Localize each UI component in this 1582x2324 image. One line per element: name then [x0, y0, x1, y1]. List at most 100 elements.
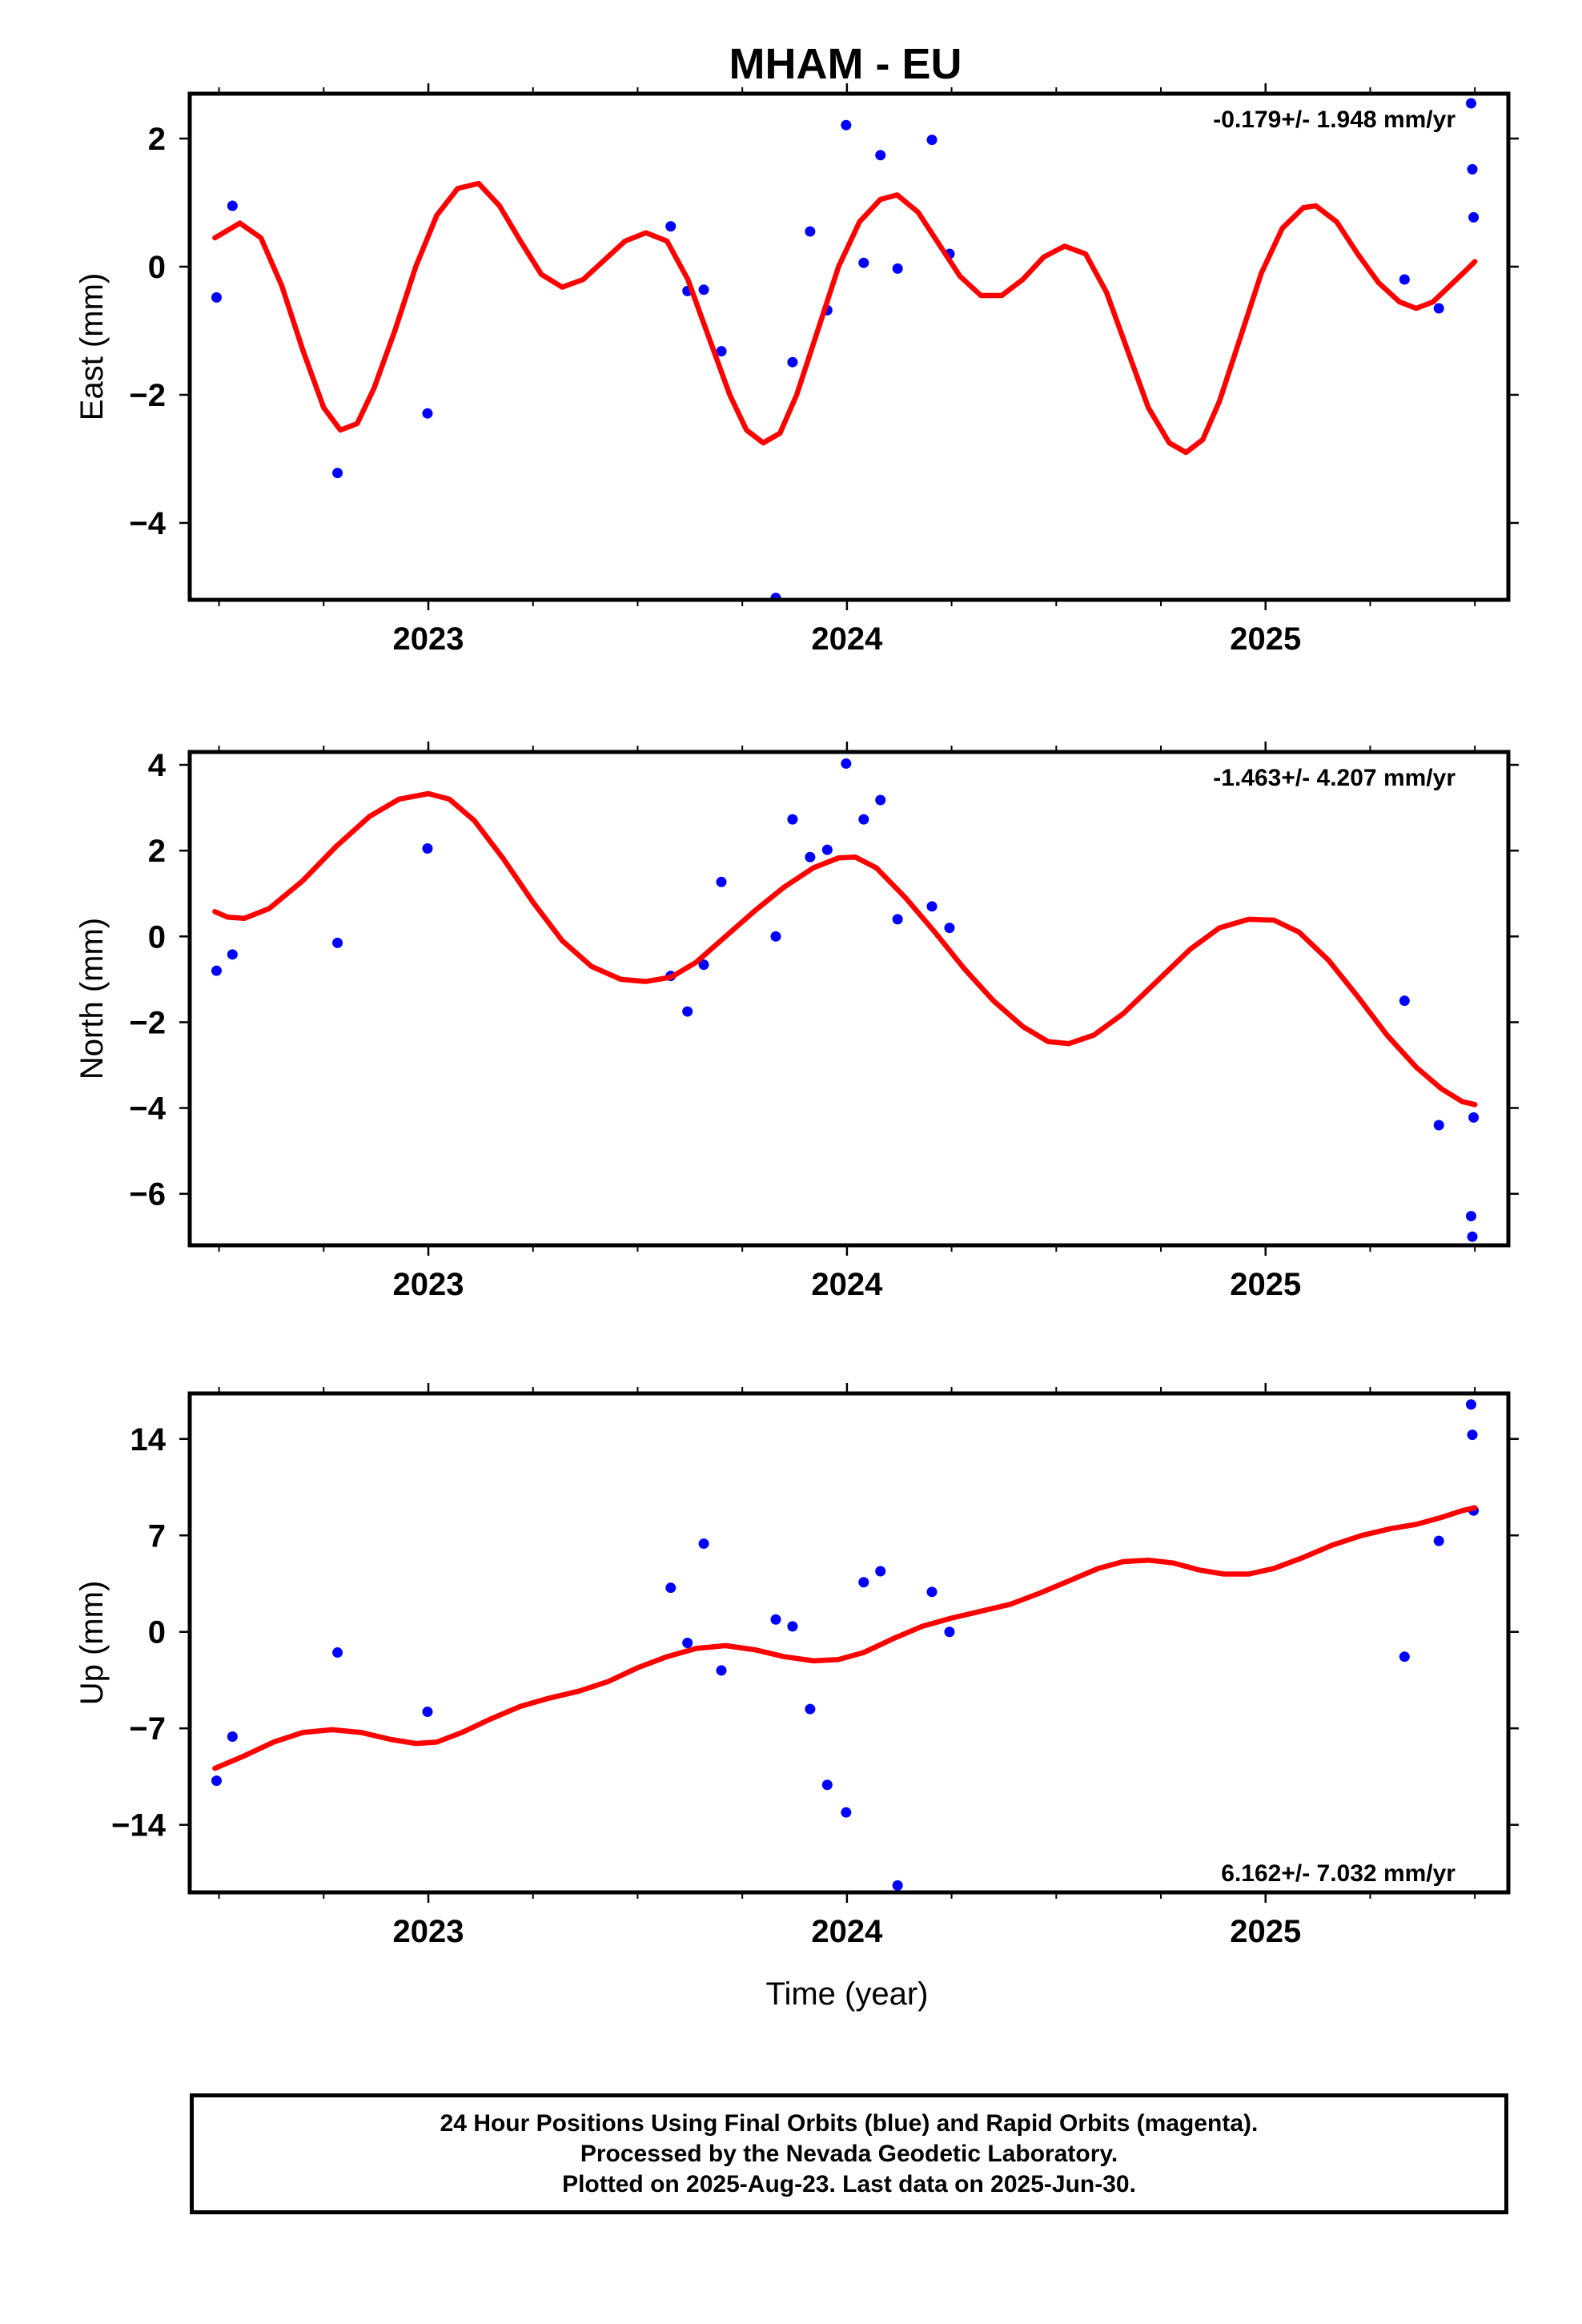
rate-label: 6.162+/- 7.032 mm/yr — [1221, 1860, 1456, 1887]
data-point — [821, 844, 833, 855]
data-point — [665, 1582, 677, 1594]
data-point — [1468, 211, 1480, 223]
y-axis-title: East (mm) — [74, 273, 110, 420]
data-point — [821, 1779, 833, 1791]
data-point — [892, 1880, 903, 1891]
data-point — [332, 468, 343, 479]
data-point — [682, 1006, 693, 1017]
data-point — [926, 135, 938, 146]
panel-north: 2023 2024 2025 4 2 0 −2 −4 −6 North (mm) -1.463+/-… — [74, 742, 1519, 1302]
x-tick-label: 2025 — [1230, 1914, 1301, 1949]
x-axis-title: Time (year) — [766, 1976, 929, 2012]
caption-line-2: Processed by the Nevada Geodetic Laborat… — [580, 2140, 1118, 2167]
x-tick-label: 2024 — [811, 621, 883, 657]
x-tick-label: 2025 — [1230, 1267, 1301, 1302]
data-point — [332, 1647, 343, 1659]
data-point — [1467, 163, 1478, 175]
y-axis-title: North (mm) — [74, 918, 110, 1080]
data-point — [841, 1807, 852, 1818]
y-tick-label: −2 — [129, 1005, 166, 1040]
data-point — [787, 356, 798, 368]
data-point — [805, 226, 816, 237]
y-tick-label: 14 — [130, 1422, 167, 1458]
data-point — [858, 814, 869, 825]
data-point — [841, 758, 852, 769]
x-tick-label: 2023 — [393, 621, 464, 657]
data-point — [332, 937, 343, 948]
data-point — [770, 1614, 781, 1625]
plot-frame — [187, 91, 1511, 602]
data-point — [422, 408, 433, 419]
data-points — [211, 98, 1480, 600]
data-point — [805, 851, 816, 862]
y-axis-title: Up (mm) — [74, 1581, 110, 1706]
data-point — [1433, 1535, 1444, 1546]
data-point — [682, 1638, 693, 1648]
y-tick-label: 0 — [148, 250, 166, 285]
data-point — [770, 931, 781, 942]
x-tick-label: 2024 — [811, 1267, 883, 1302]
data-point — [211, 1775, 222, 1787]
data-point — [875, 150, 886, 161]
data-point — [1468, 1112, 1480, 1123]
data-point — [858, 257, 869, 268]
fit-curve — [212, 1505, 1478, 1771]
data-point — [1399, 1651, 1410, 1663]
y-tick-label: 2 — [148, 834, 166, 869]
data-point — [211, 965, 222, 976]
data-point — [944, 1626, 955, 1638]
y-tick-label: −7 — [129, 1711, 166, 1747]
data-point — [1465, 1399, 1476, 1410]
data-point — [1465, 98, 1476, 109]
data-point — [1467, 1429, 1478, 1441]
caption-line-3: Plotted on 2025-Aug-23. Last data on 202… — [562, 2170, 1136, 2197]
fit-curve — [212, 180, 1478, 456]
data-point — [227, 200, 238, 211]
y-tick-label: 2 — [148, 122, 166, 157]
panels: 2023 2024 2025 2 0 −2 −4 East (mm) -0.179+/- 1.9… — [74, 83, 1519, 2012]
x-tick-label: 2023 — [393, 1267, 464, 1302]
data-point — [926, 901, 938, 912]
plot-frame — [187, 1391, 1511, 1895]
data-point — [227, 1731, 238, 1743]
data-point — [716, 1665, 727, 1676]
data-point — [787, 814, 798, 825]
data-point — [787, 1621, 798, 1632]
data-point — [944, 923, 955, 934]
data-point — [698, 284, 709, 296]
data-points — [211, 1399, 1480, 1891]
data-point — [698, 959, 709, 971]
main-title: MHAM - EU — [729, 40, 962, 88]
data-point — [698, 1538, 709, 1550]
panel-up: 2023 2024 2025 14 7 0 −7 −14 Up (mm) Time (year) 6… — [74, 1383, 1519, 2012]
x-tick-label: 2024 — [811, 1914, 883, 1949]
fit-curve — [212, 790, 1478, 1108]
data-point — [1399, 274, 1410, 285]
rate-label: -0.179+/- 1.948 mm/yr — [1213, 107, 1456, 133]
y-tick-label: 0 — [148, 919, 166, 955]
data-point — [227, 949, 238, 960]
data-point — [841, 119, 852, 131]
caption-box: 24 Hour Positions Using Final Orbits (bl… — [190, 2093, 1508, 2214]
data-point — [858, 1577, 869, 1588]
data-point — [1433, 303, 1444, 314]
data-point — [892, 263, 903, 274]
data-point — [716, 876, 727, 887]
data-point — [1465, 1211, 1476, 1222]
data-point — [892, 914, 903, 925]
y-tick-label: 0 — [148, 1615, 166, 1651]
panel-east: 2023 2024 2025 2 0 −2 −4 East (mm) -0.179+/- 1.9… — [74, 83, 1519, 657]
data-point — [875, 1566, 886, 1577]
caption-line-1: 24 Hour Positions Using Final Orbits (bl… — [440, 2109, 1259, 2137]
y-tick-label: −14 — [111, 1808, 167, 1844]
data-point — [422, 1707, 433, 1718]
rate-label: -1.463+/- 4.207 mm/yr — [1213, 765, 1456, 791]
x-tick-label: 2023 — [393, 1914, 464, 1949]
data-point — [211, 292, 222, 303]
data-point — [1467, 1231, 1478, 1242]
y-tick-label: −4 — [129, 1092, 166, 1127]
y-tick-label: −2 — [129, 378, 166, 413]
data-point — [665, 221, 677, 232]
data-points — [211, 758, 1480, 1242]
